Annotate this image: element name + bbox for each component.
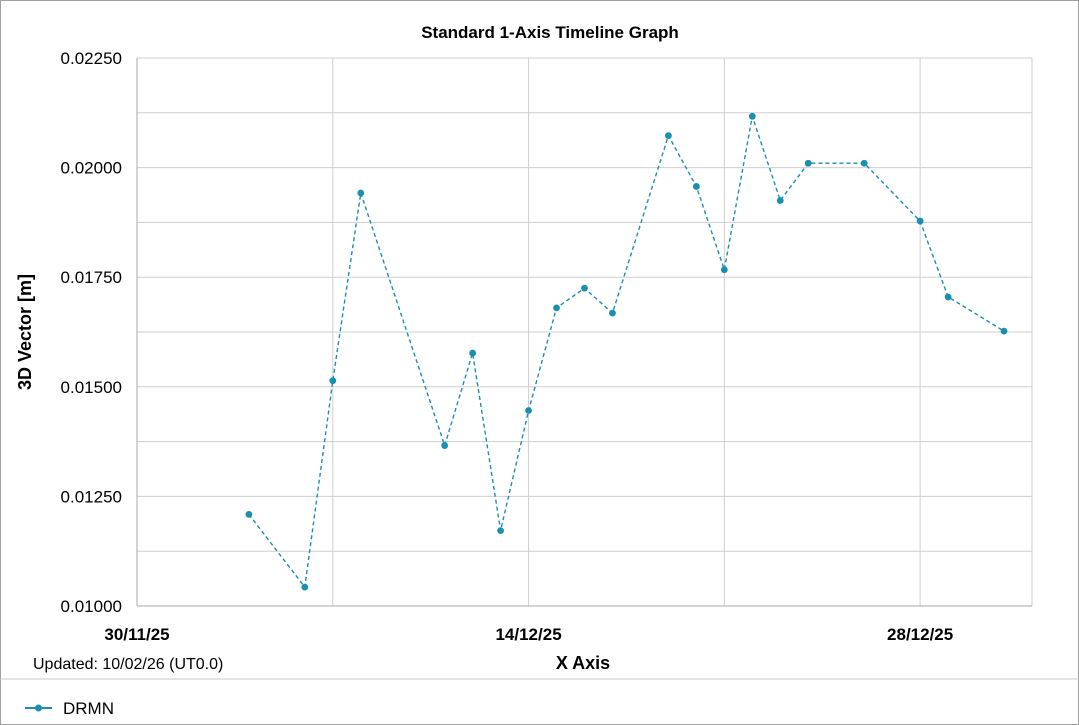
chart-title: Standard 1-Axis Timeline Graph — [421, 23, 679, 42]
series-group — [245, 112, 1008, 591]
y-tick-label: 0.02000 — [61, 159, 122, 178]
y-tick-label: 0.01000 — [61, 597, 122, 616]
series-line-drmn — [248, 116, 1005, 589]
data-point — [441, 442, 449, 449]
y-tick-labels: 0.01000 0.01250 0.01500 0.01750 0.02000 0.022… — [61, 49, 122, 616]
legend: DRMN — [25, 699, 114, 718]
data-point — [1000, 327, 1008, 335]
legend-marker-swatch — [35, 704, 42, 712]
data-point — [357, 189, 365, 197]
data-point — [776, 197, 784, 204]
data-point — [469, 349, 477, 357]
data-point — [497, 527, 504, 534]
data-point — [245, 510, 253, 518]
x-axis-label: X Axis — [556, 653, 610, 673]
data-point — [860, 159, 868, 167]
data-point — [609, 309, 616, 317]
data-point — [665, 132, 672, 139]
legend-label-drmn: DRMN — [63, 699, 114, 718]
data-point — [916, 217, 924, 225]
data-point — [692, 183, 700, 190]
x-tick-label: 28/12/25 — [887, 625, 953, 644]
data-point — [525, 407, 532, 414]
data-point — [329, 377, 337, 385]
data-point — [581, 284, 588, 292]
data-point — [720, 266, 728, 274]
updated-timestamp: Updated: 10/02/26 (UT0.0) — [33, 656, 223, 673]
data-point — [301, 583, 309, 591]
grid — [136, 57, 1033, 607]
x-tick-label: 30/11/25 — [104, 625, 169, 644]
axes — [136, 58, 1032, 607]
data-point — [804, 159, 812, 167]
x-tick-labels: 30/11/25 14/12/25 28/12/25 — [104, 625, 953, 644]
x-tick-label: 14/12/25 — [495, 625, 561, 644]
data-point — [553, 304, 560, 312]
data-point — [944, 293, 952, 301]
y-tick-label: 0.01750 — [61, 268, 122, 287]
data-point — [748, 112, 756, 120]
y-tick-label: 0.01250 — [61, 487, 122, 506]
y-axis-label: 3D Vector [m] — [15, 274, 35, 390]
y-tick-label: 0.01500 — [61, 378, 122, 397]
y-tick-label: 0.02250 — [61, 49, 122, 68]
